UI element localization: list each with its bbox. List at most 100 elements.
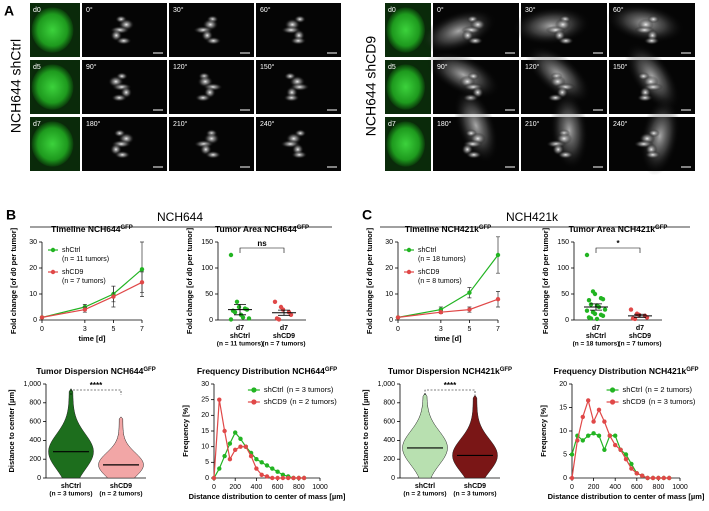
y-tick-label: 30 xyxy=(201,381,209,388)
data-point xyxy=(632,316,638,322)
y-tick-label: 50 xyxy=(205,291,213,298)
data-point xyxy=(602,419,607,424)
data-point xyxy=(82,307,88,312)
data-point xyxy=(592,311,598,316)
timepoint-label: d7 xyxy=(592,325,600,332)
data-point xyxy=(238,436,243,442)
significance-bracket xyxy=(70,389,122,395)
y-tick-label: 10 xyxy=(385,291,393,298)
y-tick-label: 0 xyxy=(563,475,567,482)
x-tick-label: 3 xyxy=(83,326,87,333)
data-point xyxy=(495,297,501,302)
day-label: d7 xyxy=(388,121,396,128)
data-point xyxy=(586,298,592,303)
day-label: d5 xyxy=(33,64,41,71)
title-superscript: GFP xyxy=(297,225,309,231)
data-point xyxy=(495,252,501,258)
x-tick-label: 0 xyxy=(396,326,400,333)
panel-label: A xyxy=(4,3,14,19)
x-tick-label: 600 xyxy=(631,484,643,491)
y-tick-label: 600 xyxy=(29,418,41,425)
day-label: d7 xyxy=(33,121,41,128)
y-tick-label: 10 xyxy=(559,428,567,435)
gfp-signal xyxy=(386,121,426,167)
data-point xyxy=(288,312,294,317)
x-tick-label: 5 xyxy=(467,326,471,333)
y-tick-label: 30 xyxy=(29,239,37,246)
legend-name: shCD9 xyxy=(264,397,287,406)
angle-label: 90° xyxy=(437,63,448,71)
microscopy-signal xyxy=(557,150,574,159)
y-tick-label: 150 xyxy=(201,239,213,246)
angle-label: 120° xyxy=(525,63,540,71)
data-point xyxy=(222,428,227,434)
timepoint-label: d7 xyxy=(636,325,644,332)
day-label: d0 xyxy=(33,7,41,14)
legend-marker xyxy=(251,399,257,405)
x-tick-label: shCD9 xyxy=(110,483,132,490)
x-tick-label: 5 xyxy=(111,326,115,333)
timepoint-label: d7 xyxy=(236,325,244,332)
angle-label: 60° xyxy=(613,6,624,14)
x-tick-label: 400 xyxy=(609,484,621,491)
y-tick-label: 200 xyxy=(383,456,395,463)
data-point xyxy=(602,447,607,452)
angle-label: 30° xyxy=(525,6,536,14)
data-point xyxy=(233,447,238,452)
section-title: NCH644 xyxy=(157,210,203,224)
data-point xyxy=(607,433,612,438)
x-tick-label: 800 xyxy=(293,484,305,491)
legend-name: shCD9 xyxy=(623,397,646,406)
legend-marker xyxy=(50,247,56,253)
legend-label: shCtrl (n = 2 tumors) xyxy=(623,385,693,394)
title-text: Frequency Distribution NCH644 xyxy=(197,366,325,376)
x-tick-label: 7 xyxy=(140,326,144,333)
violin xyxy=(98,416,144,479)
title-superscript: GFP xyxy=(120,225,132,231)
data-point xyxy=(592,291,598,297)
data-point xyxy=(395,315,401,320)
y-tick-label: 10 xyxy=(201,444,209,451)
legend-note: (n = 2 tumors) xyxy=(645,385,692,394)
panel-label: B xyxy=(6,207,16,223)
y-tick-label: 15 xyxy=(559,404,567,411)
data-point xyxy=(661,475,666,481)
microscopy-signal xyxy=(636,93,653,102)
data-point xyxy=(634,471,639,476)
y-tick-label: 0 xyxy=(389,317,393,324)
legend-marker xyxy=(406,269,412,275)
angle-label: 120° xyxy=(173,63,188,71)
y-tick-label: 0 xyxy=(205,475,209,482)
data-point xyxy=(243,444,248,449)
data-point xyxy=(217,466,222,471)
data-point xyxy=(586,433,591,438)
data-point xyxy=(602,307,608,312)
day-label: d5 xyxy=(388,64,396,71)
data-point xyxy=(623,452,629,457)
timepoint-label: d7 xyxy=(280,325,288,332)
chart-title: Timeline NCH644GFP xyxy=(51,224,133,234)
x-axis-label: time [d] xyxy=(434,334,462,343)
data-point xyxy=(667,475,672,481)
data-point xyxy=(211,475,217,481)
category-note: (n = 7 tumors) xyxy=(618,341,661,348)
x-tick-label: shCtrl xyxy=(230,333,250,340)
y-axis-label: Frequency [%] xyxy=(539,405,548,457)
title-text: Tumor Area NCH421k xyxy=(569,224,656,234)
data-point xyxy=(467,307,472,312)
y-tick-label: 20 xyxy=(29,265,37,272)
title-superscript: GFP xyxy=(143,367,155,373)
x-tick-label: shCtrl xyxy=(586,333,606,340)
x-tick-label: 0 xyxy=(40,326,44,333)
y-tick-label: 50 xyxy=(561,291,569,298)
gfp-signal xyxy=(386,7,426,53)
x-tick-label: 600 xyxy=(272,484,284,491)
data-point xyxy=(233,430,238,435)
error-bar xyxy=(634,313,646,318)
angle-label: 150° xyxy=(613,63,628,71)
data-point xyxy=(228,317,234,322)
legend-label: shCD9 xyxy=(418,269,440,276)
microscopy-signal xyxy=(115,36,132,45)
y-tick-label: 400 xyxy=(383,437,395,444)
y-tick-label: 100 xyxy=(201,265,213,272)
